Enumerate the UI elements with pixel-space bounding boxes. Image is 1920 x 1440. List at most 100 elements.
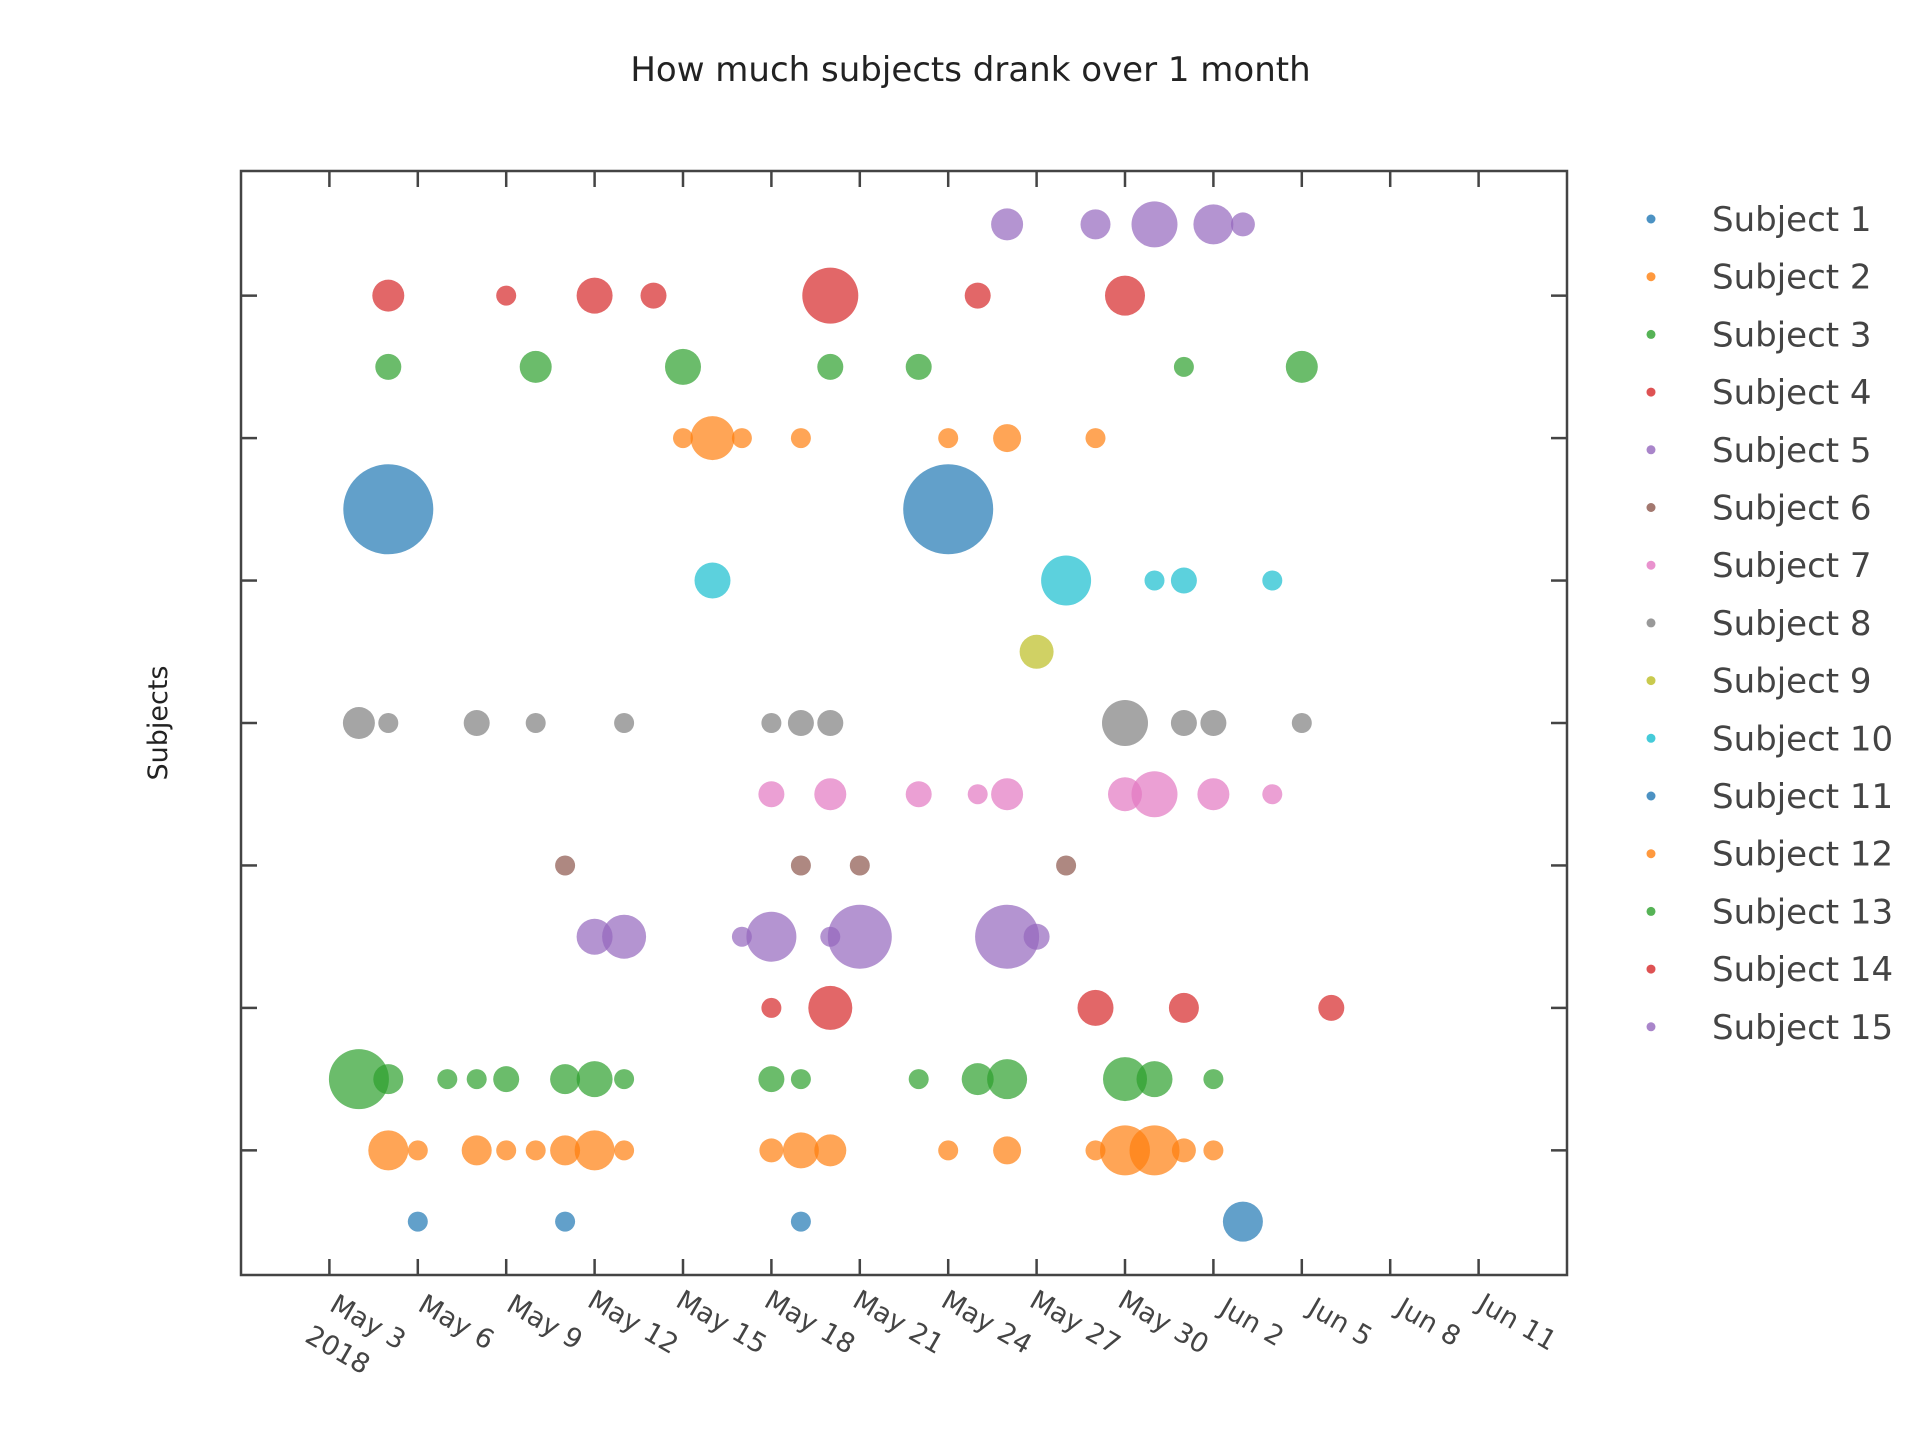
bubble-subject-14-6 <box>964 282 991 309</box>
bubble-subject-3-14 <box>1103 1057 1147 1102</box>
legend-marker-subject-8 <box>1646 618 1656 628</box>
bubble-subject-10-2 <box>1041 555 1092 606</box>
bubble-subject-13-1 <box>375 353 402 380</box>
bubble-subject-1-4 <box>1222 1201 1263 1242</box>
bubble-subject-13-7 <box>1285 350 1318 383</box>
bubble-subject-8-9 <box>1102 700 1148 746</box>
bubble-subject-3-1 <box>328 1049 389 1110</box>
bubble-subject-5-3 <box>731 926 752 947</box>
bubble-subject-4-3 <box>1077 989 1114 1026</box>
bubble-subject-10-1 <box>694 562 731 599</box>
bubble-subject-12-1 <box>673 428 693 449</box>
bubble-subject-5-2 <box>602 914 647 959</box>
bubble-subject-15-2 <box>1080 209 1111 240</box>
chart-title: How much subjects drank over 1 month <box>630 50 1311 90</box>
bubble-subject-3-4 <box>466 1069 487 1090</box>
bubble-subject-8-2 <box>378 713 399 733</box>
bubble-subject-13-5 <box>905 353 932 380</box>
bubble-subject-10-4 <box>1170 567 1197 594</box>
bubble-subject-4-2 <box>808 985 853 1030</box>
legend-label-subject-15: Subject 15 <box>1712 1008 1893 1048</box>
bubble-subject-6-3 <box>849 855 870 876</box>
bubble-subject-7-9 <box>1262 784 1283 805</box>
bubble-subject-2-9 <box>759 1138 784 1163</box>
bubble-subject-5-7 <box>975 904 1040 969</box>
bubble-subject-15-5 <box>1230 212 1255 237</box>
plot-area-frame <box>239 169 1569 1277</box>
bubble-subject-2-14 <box>1085 1140 1106 1161</box>
x-tick-label-7: May 21 <box>848 1285 949 1361</box>
x-tick-label-11: Jun 2 <box>1213 1291 1289 1353</box>
legend-marker-subject-13 <box>1646 906 1656 916</box>
x-tick-label-14: Jun 11 <box>1471 1287 1562 1357</box>
legend-marker-subject-15 <box>1646 1022 1656 1032</box>
legend-marker-subject-10 <box>1646 733 1656 743</box>
bubble-subject-12-2 <box>690 416 735 461</box>
bubble-subject-1-1 <box>407 1211 428 1232</box>
legend: Subject 1 Subject 2 Subject 3 Subject 4 Subj… <box>1646 200 1893 1048</box>
legend-label-subject-3: Subject 3 <box>1712 315 1872 355</box>
x-tick-label-8: May 24 <box>936 1285 1037 1361</box>
legend-marker-subject-7 <box>1646 560 1656 570</box>
legend-marker-subject-6 <box>1646 503 1656 512</box>
legend-marker-subject-12 <box>1646 849 1656 859</box>
bubble-subject-7-3 <box>905 781 932 808</box>
bubble-subject-13-4 <box>817 353 844 380</box>
bubble-subject-4-4 <box>1168 992 1199 1023</box>
bubble-subject-13-2 <box>519 350 552 383</box>
bubble-subject-2-3 <box>461 1135 492 1166</box>
bubble-subject-8-5 <box>614 713 635 733</box>
bubble-subject-8-7 <box>787 710 814 736</box>
bubble-subject-8-10 <box>1170 710 1197 736</box>
bubble-subject-2-2 <box>407 1140 428 1161</box>
legend-label-subject-2: Subject 2 <box>1712 258 1872 298</box>
bubble-subject-15-4 <box>1193 204 1234 245</box>
legend-marker-subject-3 <box>1646 329 1656 339</box>
bubble-subject-15-1 <box>991 208 1024 241</box>
bubble-subject-7-1 <box>758 781 785 808</box>
bubble-subject-13-6 <box>1173 356 1194 377</box>
bubble-subject-2-12 <box>938 1140 959 1161</box>
bubble-subject-11-2 <box>903 464 994 555</box>
bubble-subject-7-8 <box>1197 778 1230 811</box>
bubble-subject-1-2 <box>555 1211 576 1232</box>
legend-marker-subject-11 <box>1646 791 1656 801</box>
bubble-subject-14-4 <box>640 282 667 309</box>
bubble-subject-12-4 <box>790 428 811 449</box>
x-tick-label-2: May 6 <box>413 1289 499 1357</box>
bubble-subject-12-5 <box>938 428 959 449</box>
bubble-subject-6-1 <box>555 855 576 876</box>
bubble-subject-15-3 <box>1131 201 1178 248</box>
bubble-subject-2-1 <box>368 1130 409 1171</box>
bubble-subject-7-5 <box>991 778 1024 811</box>
bubble-subject-13-3 <box>665 348 701 385</box>
bubble-subject-3-6 <box>550 1064 581 1095</box>
bubble-subject-8-4 <box>525 713 546 733</box>
bubble-subject-3-5 <box>493 1066 520 1093</box>
bubble-subject-2-4 <box>496 1140 517 1161</box>
bubble-subject-4-1 <box>761 997 782 1018</box>
bubble-subject-12-6 <box>993 424 1022 453</box>
bubble-subject-2-18 <box>1203 1140 1224 1161</box>
bubble-subject-2-16 <box>1129 1125 1180 1176</box>
bubble-subject-5-8 <box>1023 923 1050 950</box>
bubble-subject-8-8 <box>817 710 844 736</box>
legend-label-subject-1: Subject 1 <box>1712 200 1872 240</box>
bubble-subject-2-17 <box>1171 1138 1196 1163</box>
legend-label-subject-11: Subject 11 <box>1712 777 1893 817</box>
legend-marker-subject-14 <box>1646 964 1656 974</box>
bubble-subject-10-3 <box>1144 570 1165 591</box>
bubble-subject-1-3 <box>790 1211 811 1232</box>
legend-label-subject-5: Subject 5 <box>1712 431 1872 471</box>
x-tick-label-13: Jun 8 <box>1390 1291 1466 1353</box>
bubble-subject-14-1 <box>372 279 405 312</box>
bubble-subject-14-5 <box>802 267 859 324</box>
legend-label-subject-13: Subject 13 <box>1712 892 1893 932</box>
x-tick-label-5: May 15 <box>671 1285 772 1361</box>
legend-label-subject-9: Subject 9 <box>1712 662 1872 702</box>
bubble-subject-12-3 <box>731 428 752 449</box>
bubble-subject-5-6 <box>827 904 892 969</box>
legend-marker-subject-5 <box>1646 445 1656 455</box>
